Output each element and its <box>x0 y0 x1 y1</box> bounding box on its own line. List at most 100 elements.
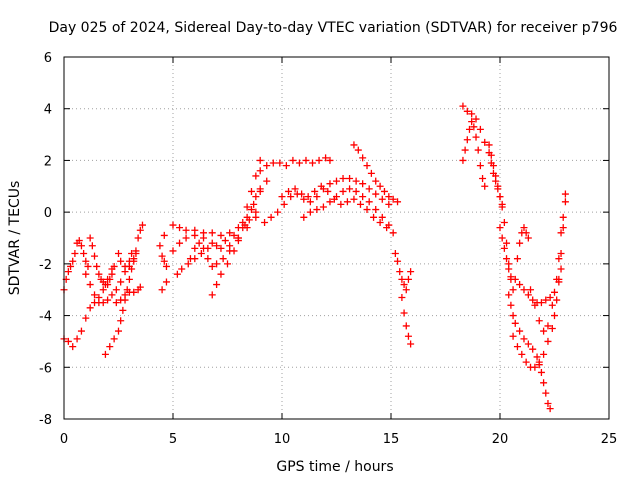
data-point <box>112 299 120 307</box>
data-point <box>487 151 495 159</box>
data-point <box>352 187 360 195</box>
data-point <box>73 335 81 343</box>
series-arc-23 <box>496 224 565 307</box>
data-point <box>363 162 371 170</box>
data-point <box>106 343 114 351</box>
data-point <box>476 162 484 170</box>
data-point <box>509 332 517 340</box>
series-arc-19 <box>391 250 415 348</box>
data-point <box>291 185 299 193</box>
data-point <box>492 172 500 180</box>
data-point <box>518 350 526 358</box>
data-point <box>69 343 77 351</box>
series-arc-07 <box>112 283 144 307</box>
data-point <box>507 273 515 281</box>
data-point <box>110 262 118 270</box>
data-point <box>546 405 554 413</box>
data-point <box>524 291 532 299</box>
data-point <box>346 175 354 183</box>
data-point <box>136 283 144 291</box>
data-point <box>326 180 334 188</box>
data-point <box>359 154 367 162</box>
data-point <box>557 229 565 237</box>
chart-title: Day 025 of 2024, Sidereal Day-to-day VTE… <box>49 20 618 36</box>
series-arc-12 <box>186 213 260 270</box>
data-point <box>503 255 511 263</box>
data-point <box>230 247 238 255</box>
data-point <box>376 182 384 190</box>
x-tick-label: 15 <box>383 432 400 447</box>
data-point <box>289 156 297 164</box>
data-point <box>385 221 393 229</box>
y-tick-label: 4 <box>44 103 52 118</box>
data-point <box>112 286 120 294</box>
data-point <box>136 226 144 234</box>
data-point <box>489 162 497 170</box>
data-point <box>195 239 203 247</box>
data-point <box>476 125 484 133</box>
data-point <box>247 206 255 214</box>
data-point <box>498 203 506 211</box>
data-point <box>407 340 415 348</box>
data-point <box>186 255 194 263</box>
data-point <box>108 270 116 278</box>
data-point <box>343 198 351 206</box>
data-point <box>160 257 168 265</box>
data-point <box>400 309 408 317</box>
data-point <box>561 190 569 198</box>
series-arc-24 <box>505 291 554 413</box>
data-point <box>324 187 332 195</box>
y-tick-label: -8 <box>39 413 52 428</box>
data-point <box>243 224 251 232</box>
data-point <box>285 187 293 195</box>
data-point <box>337 200 345 208</box>
data-point <box>224 260 231 268</box>
data-point <box>372 190 380 198</box>
data-point <box>99 286 107 294</box>
y-tick-label: 0 <box>44 206 52 221</box>
data-point <box>404 332 412 340</box>
data-point <box>524 234 532 242</box>
data-point <box>559 213 567 221</box>
data-point <box>77 327 85 335</box>
data-point <box>110 335 118 343</box>
data-point <box>359 193 367 201</box>
data-point <box>276 159 284 167</box>
series-arc-20 <box>459 102 506 208</box>
data-point <box>551 288 558 296</box>
data-point <box>365 198 373 206</box>
x-tick-label: 5 <box>169 432 177 447</box>
data-point <box>531 301 539 309</box>
data-point <box>385 200 393 208</box>
series-arc-06 <box>115 221 146 270</box>
data-point <box>160 231 168 239</box>
data-point <box>250 200 258 208</box>
data-point <box>537 299 545 307</box>
series-arc-13 <box>208 156 264 299</box>
data-point <box>176 239 184 247</box>
data-point <box>540 327 548 335</box>
data-point <box>346 185 354 193</box>
data-point <box>468 110 476 118</box>
data-point <box>516 239 524 247</box>
series-arc-02 <box>60 265 116 351</box>
data-point <box>402 286 410 294</box>
data-point <box>511 319 519 327</box>
data-point <box>498 234 506 242</box>
data-point <box>459 156 467 164</box>
data-point <box>256 156 264 164</box>
data-point <box>130 288 138 296</box>
series-arc-15 <box>261 175 393 226</box>
data-point <box>465 125 473 133</box>
data-point <box>306 198 314 206</box>
data-point <box>213 260 221 268</box>
data-point <box>333 177 340 185</box>
data-point <box>468 118 476 126</box>
series-arc-04 <box>86 234 118 289</box>
data-point <box>75 237 83 245</box>
data-point <box>217 244 225 252</box>
data-point <box>263 162 271 170</box>
data-point <box>326 198 334 206</box>
data-point <box>208 262 216 270</box>
data-point <box>256 167 264 175</box>
